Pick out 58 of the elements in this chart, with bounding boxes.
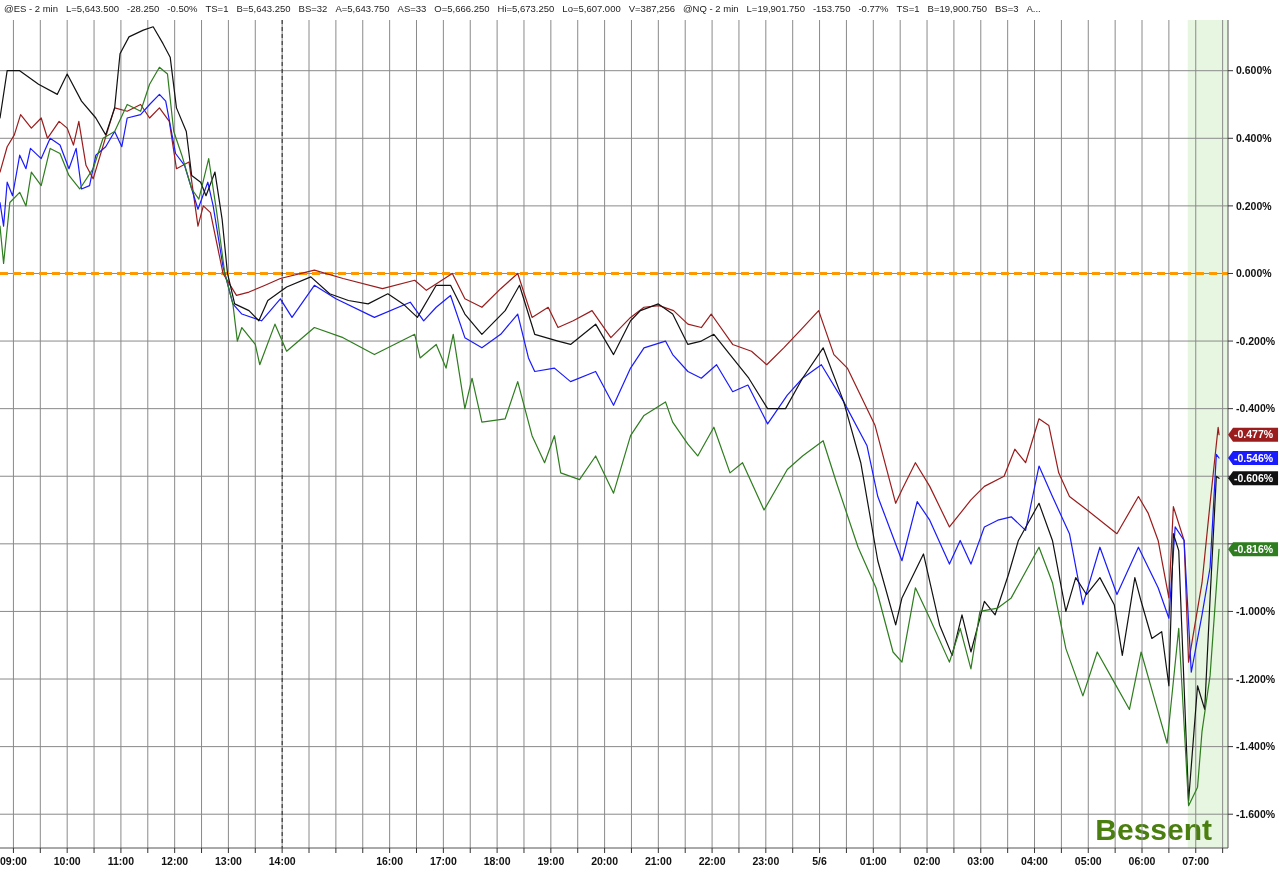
x-tick-label: 22:00 — [698, 855, 726, 867]
x-tick-label: 20:00 — [591, 855, 619, 867]
text: V=387,256 — [628, 3, 675, 14]
text: BS=32 — [298, 3, 328, 14]
x-tick-label: 13:00 — [214, 855, 242, 867]
y-tick-label: -0.400% — [1236, 402, 1276, 415]
x-tick-label: 18:00 — [483, 855, 511, 867]
x-tick-label: 04:00 — [1021, 855, 1049, 867]
x-tick-label: 12:00 — [161, 855, 189, 867]
text: @ES - 2 min — [4, 3, 58, 14]
x-tick-label: 17:00 — [429, 855, 457, 867]
y-tick-label: -1.600% — [1236, 807, 1276, 820]
text: O=5,666.250 — [434, 3, 490, 14]
y-tick-label: -1.000% — [1236, 605, 1276, 618]
x-tick-label: 10:00 — [53, 855, 81, 867]
text: BS=3 — [994, 3, 1019, 14]
annotation: -0.477% — [1234, 428, 1274, 441]
y-tick-label: 0.200% — [1236, 199, 1273, 212]
x-tick-label: 16:00 — [376, 855, 404, 867]
x-tick-label: 21:00 — [644, 855, 672, 867]
text: A... — [1026, 3, 1041, 14]
text: -0.50% — [167, 3, 198, 14]
x-tick-label: 19:00 — [537, 855, 565, 867]
y-tick-label: 0.000% — [1236, 267, 1273, 280]
y-tick-label: -0.200% — [1236, 334, 1276, 347]
y-tick-label: -1.400% — [1236, 740, 1276, 753]
annotation: -0.816% — [1234, 542, 1274, 555]
text: Lo=5,607.000 — [562, 3, 621, 14]
text: TS=1 — [205, 3, 229, 14]
x-tick-label: 01:00 — [859, 855, 887, 867]
text: AS=33 — [397, 3, 427, 14]
text: Hi=5,673.250 — [497, 3, 555, 14]
band-label: Bessent — [1095, 813, 1213, 846]
text: A=5,643.750 — [335, 3, 390, 14]
text: L=5,643.500 — [66, 3, 120, 14]
x-tick-label: 05:00 — [1074, 855, 1102, 867]
text: -153.750 — [812, 3, 851, 14]
x-tick-label: 11:00 — [107, 855, 135, 867]
y-tick-label: -1.200% — [1236, 672, 1276, 685]
y-tick-label: 0.400% — [1236, 131, 1273, 144]
text: TS=1 — [896, 3, 920, 14]
y-tick-label: 0.600% — [1236, 64, 1273, 77]
x-tick-label: 09:00 — [0, 855, 28, 867]
text: -28.250 — [127, 3, 160, 14]
text: B=19,900.750 — [927, 3, 987, 14]
x-tick-label: 07:00 — [1182, 855, 1210, 867]
annotation: -0.606% — [1234, 471, 1274, 484]
text: B=5,643.250 — [236, 3, 291, 14]
text: L=19,901.750 — [746, 3, 805, 14]
text: @NQ - 2 min — [682, 3, 739, 14]
annotation: -0.546% — [1234, 451, 1274, 464]
x-tick-label: 06:00 — [1128, 855, 1156, 867]
x-tick-label: 23:00 — [752, 855, 780, 867]
x-tick-label: 14:00 — [268, 855, 296, 867]
x-tick-label: 5/6 — [812, 855, 828, 867]
x-tick-label: 02:00 — [913, 855, 941, 867]
text: -0.77% — [858, 3, 890, 14]
x-tick-label: 03:00 — [967, 855, 995, 867]
